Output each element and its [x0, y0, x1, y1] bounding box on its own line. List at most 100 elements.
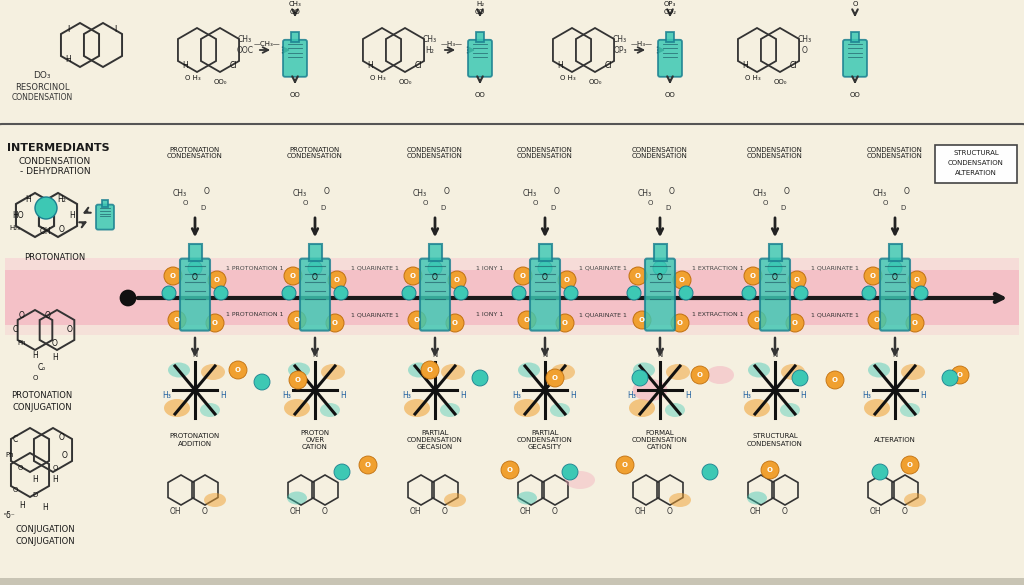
Ellipse shape — [319, 403, 340, 417]
Text: O: O — [170, 273, 176, 279]
FancyBboxPatch shape — [0, 124, 1024, 585]
Ellipse shape — [780, 403, 800, 417]
Text: O: O — [444, 188, 450, 197]
Circle shape — [428, 261, 442, 275]
Text: OO₀: OO₀ — [398, 79, 412, 85]
Text: O: O — [202, 508, 208, 517]
Text: H₂₃: H₂₃ — [9, 225, 20, 231]
Ellipse shape — [517, 491, 537, 504]
Text: STRUCTURAL: STRUCTURAL — [953, 150, 998, 156]
Text: CH₃
H₂: CH₃ H₂ — [423, 35, 437, 55]
Circle shape — [501, 461, 519, 479]
Circle shape — [942, 370, 958, 386]
Bar — [428, 243, 441, 260]
Text: O: O — [427, 367, 433, 373]
Text: H: H — [52, 476, 58, 484]
Circle shape — [862, 286, 876, 300]
Text: O: O — [532, 200, 538, 206]
Ellipse shape — [629, 399, 655, 417]
Circle shape — [518, 311, 536, 329]
Ellipse shape — [633, 379, 668, 401]
Circle shape — [748, 311, 766, 329]
Text: O: O — [442, 508, 447, 517]
Text: OO: OO — [475, 92, 485, 98]
Circle shape — [289, 371, 307, 389]
Text: PROTONATION
ADDITION: PROTONATION ADDITION — [170, 433, 220, 446]
Circle shape — [206, 314, 224, 332]
Text: O: O — [324, 188, 330, 197]
Text: H: H — [32, 476, 38, 484]
Ellipse shape — [408, 363, 430, 377]
Text: O: O — [52, 339, 58, 347]
Text: O: O — [679, 277, 685, 283]
Bar — [5, 325, 1019, 335]
Text: OH: OH — [169, 508, 181, 517]
Text: CH₃
O: CH₃ O — [798, 35, 812, 55]
Text: H: H — [182, 60, 187, 70]
Circle shape — [562, 464, 578, 480]
Text: O: O — [12, 487, 17, 493]
Text: CH₃: CH₃ — [753, 188, 767, 198]
Circle shape — [786, 314, 804, 332]
Text: D: D — [440, 205, 445, 211]
FancyBboxPatch shape — [843, 40, 867, 77]
Text: O H₃: O H₃ — [371, 75, 386, 81]
Text: H: H — [460, 391, 466, 400]
Text: CH₃: CH₃ — [413, 188, 427, 198]
Circle shape — [35, 197, 57, 219]
Text: N: N — [193, 352, 198, 358]
Circle shape — [359, 456, 377, 474]
Text: N: N — [772, 352, 777, 358]
Circle shape — [334, 464, 350, 480]
Text: 1 IONY 1: 1 IONY 1 — [476, 266, 504, 270]
Text: DO₃: DO₃ — [33, 71, 51, 80]
Text: H: H — [220, 391, 226, 400]
Text: PARTIAL
CONDENSATION
GECASITY: PARTIAL CONDENSATION GECASITY — [517, 430, 573, 450]
Text: ᵒδ⁻: ᵒδ⁻ — [4, 511, 16, 519]
Text: H₃: H₃ — [402, 391, 412, 400]
Circle shape — [288, 311, 306, 329]
Ellipse shape — [864, 399, 890, 417]
Text: 1 EXTRACTION 1: 1 EXTRACTION 1 — [691, 312, 743, 318]
Text: O: O — [432, 274, 438, 283]
Text: D: D — [780, 205, 785, 211]
Circle shape — [901, 456, 919, 474]
Text: O: O — [767, 467, 773, 473]
Text: N: N — [892, 352, 898, 358]
Ellipse shape — [164, 399, 190, 417]
Text: O: O — [19, 311, 25, 319]
Circle shape — [558, 271, 575, 289]
Ellipse shape — [441, 364, 465, 380]
Bar — [539, 243, 552, 260]
Text: O: O — [332, 320, 338, 326]
Circle shape — [632, 370, 648, 386]
Ellipse shape — [284, 399, 310, 417]
Text: O: O — [182, 200, 187, 206]
Ellipse shape — [633, 363, 655, 377]
Circle shape — [214, 286, 228, 300]
Circle shape — [653, 261, 667, 275]
Ellipse shape — [514, 399, 540, 417]
FancyBboxPatch shape — [420, 259, 450, 331]
Ellipse shape — [288, 363, 310, 377]
Text: O H₃: O H₃ — [185, 75, 201, 81]
Text: H: H — [742, 60, 748, 70]
Circle shape — [564, 286, 578, 300]
Text: O: O — [554, 188, 560, 197]
Circle shape — [951, 366, 969, 384]
FancyBboxPatch shape — [96, 205, 114, 229]
Text: O: O — [750, 273, 756, 279]
Text: O: O — [507, 467, 513, 473]
Text: Cl: Cl — [229, 60, 237, 70]
Text: 1 QUARINATE 1: 1 QUARINATE 1 — [811, 312, 859, 318]
Ellipse shape — [900, 403, 920, 417]
Text: H₂: H₂ — [57, 195, 67, 205]
Text: C: C — [12, 325, 17, 335]
Text: O: O — [204, 188, 210, 197]
Ellipse shape — [168, 363, 190, 377]
Ellipse shape — [565, 471, 595, 489]
Text: CONJUGATION: CONJUGATION — [12, 402, 72, 411]
Text: O: O — [524, 317, 530, 323]
Ellipse shape — [287, 491, 307, 504]
Text: CH₃: CH₃ — [293, 188, 307, 198]
